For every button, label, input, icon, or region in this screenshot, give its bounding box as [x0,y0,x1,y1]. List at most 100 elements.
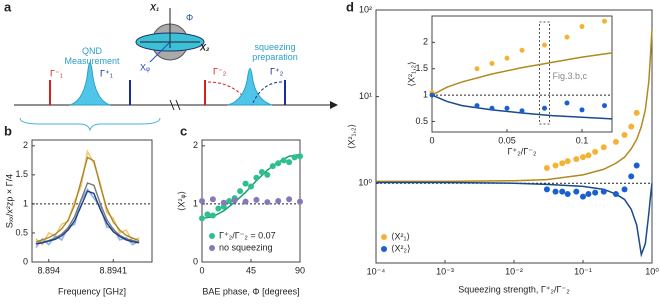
data-point [628,123,635,130]
x-tick-label: 10⁰ [645,266,659,276]
y-tick-label: 10¹ [359,91,372,101]
label: X₂ [199,42,210,52]
data-point [602,18,607,24]
data-point [489,105,495,111]
label: Γ⁺₂ [270,66,284,76]
series-line [376,181,653,258]
data-point [242,180,249,187]
y-axis-label: Sₓₓ/x²zp × Γ/4 [4,174,14,228]
y-tick-label: 2 [193,140,198,150]
legend-label: ⟨X²₂⟩ [391,243,411,253]
y-tick-label: 1 [423,89,428,99]
legend-label: Γ⁺₂/Γ⁻₂ = 0.07 [219,230,276,240]
data-point [297,153,303,160]
x-tick-label: 8.894 [38,265,61,275]
data-point [280,157,287,164]
x-tick-label: 0 [429,135,434,145]
annotation: Fig.3.b,c [553,71,588,81]
x-tick-label: 10⁻² [505,266,523,276]
data-point [242,198,249,205]
arrow [330,101,338,109]
data-point [286,196,293,203]
data-point [564,158,571,165]
x-axis-label: Squeezing strength, Γ⁺₂/Γ⁻₂ [458,284,570,294]
data-point [592,148,599,155]
data-point [286,159,293,166]
label: Γ⁻₂ [213,66,227,76]
data-point [264,171,271,178]
data-point [564,100,570,106]
x-tick-label: 0.05 [498,135,516,145]
data-point [592,189,599,196]
x-tick-label: 0 [199,265,204,275]
panel-label: d [346,0,354,14]
x-tick-label: 8.8941 [100,265,128,275]
data-point [237,188,244,195]
data-point [231,197,238,204]
data-point [573,188,580,195]
data-point [552,188,559,195]
data-point [633,109,640,116]
panel-label: c [180,123,187,138]
axis-break [169,99,181,111]
data-point [204,211,211,218]
data-point [585,152,592,159]
y-tick-label: 10² [359,4,372,14]
y-tick-label: 0.5 [15,227,28,237]
data-point [220,199,227,206]
series-line [35,156,140,243]
data-point [612,191,619,198]
blue-dashed [251,81,283,106]
data-point [519,47,525,53]
data-point [504,55,510,61]
data-point [199,215,205,222]
data-point [269,163,276,170]
x-tick-label: 90 [295,265,305,275]
x-tick-label: 0.1 [576,135,589,145]
data-point [573,156,580,163]
data-point [226,198,233,204]
data-point [264,199,271,206]
data-point [474,103,480,109]
bracket [19,117,161,132]
y-tick-label: 1.5 [415,63,428,73]
y-tick-label: 1.5 [15,169,28,179]
data-point [559,188,566,195]
data-point [275,160,282,167]
y-tick-label: 10⁰ [358,178,372,188]
data-point [519,108,525,114]
qnd-peak [69,62,111,106]
squeeze-peak [227,68,273,106]
data-point [585,191,592,198]
y-tick-label: 0 [23,256,28,266]
series-line [376,29,653,183]
label: QND Measurement [64,46,120,66]
y-axis-label: ⟨X²₁,₂⟩ [406,61,416,86]
y-tick-label: 0 [193,256,198,266]
data-point [248,183,254,190]
x-axis-label: Γ⁺₂/Γ⁻₂ [508,146,537,156]
data-point [602,103,607,109]
data-point [543,186,550,193]
legend-marker [209,245,215,251]
series-line [431,94,613,120]
y-tick-label: 2 [423,37,428,47]
legend-marker [381,246,387,252]
data-point [543,164,550,171]
data-point [429,92,435,98]
y-tick-label: 2 [23,140,28,150]
panel-label: b [4,123,12,138]
data-point [580,154,586,161]
data-point [600,144,607,151]
x-tick-label: 10⁻⁴ [367,266,386,276]
annotation-box [539,21,550,125]
data-point [564,191,571,198]
label: Γ⁺₁ [100,68,113,78]
data-point [297,198,303,205]
x-tick-label: 10⁻³ [436,266,454,276]
data-point [600,188,607,195]
series-line [431,52,613,96]
y-tick-label: 1 [23,198,28,208]
series-line [35,190,140,245]
data-point [275,198,282,204]
